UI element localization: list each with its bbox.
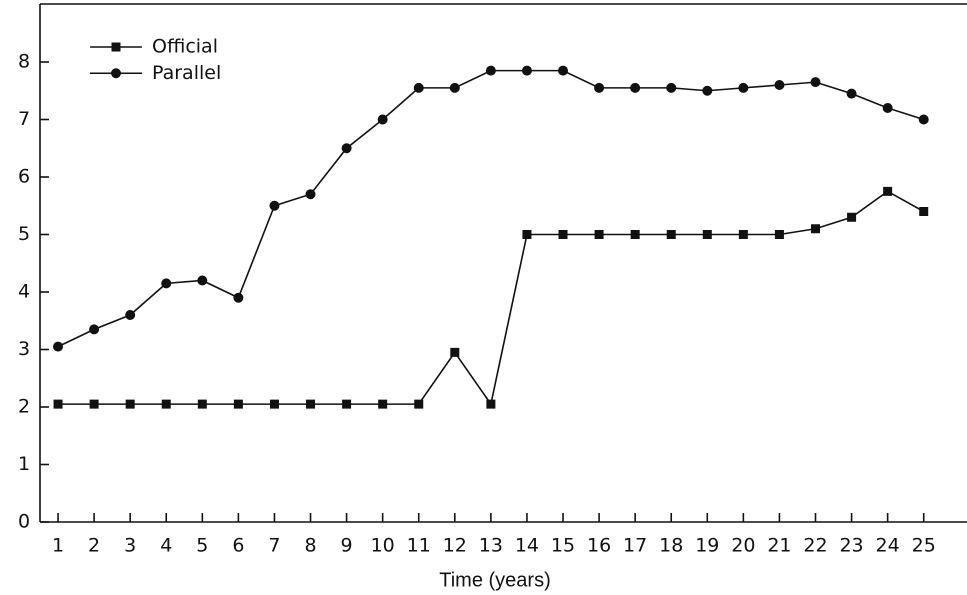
marker: [774, 230, 784, 239]
x-tick-label: 13: [479, 535, 503, 557]
marker: [125, 399, 135, 409]
marker: [702, 85, 713, 96]
x-tick-label: 24: [876, 535, 900, 557]
marker: [486, 399, 496, 409]
marker: [883, 186, 893, 196]
x-tick-label: 8: [304, 535, 316, 557]
series-line: [58, 190, 925, 407]
x-tick-label: 9: [341, 535, 353, 557]
x-tick-label: 23: [839, 535, 863, 557]
marker: [485, 65, 496, 76]
y-tick-label: 4: [18, 281, 30, 303]
marker: [630, 82, 641, 93]
marker: [522, 230, 532, 239]
x-tick-label: 18: [659, 535, 683, 557]
x-tick-label: 4: [160, 535, 172, 557]
x-tick-label: 19: [695, 535, 719, 557]
marker: [846, 88, 857, 99]
marker: [53, 341, 64, 352]
marker: [305, 189, 316, 200]
marker: [414, 399, 424, 409]
marker: [111, 42, 121, 52]
y-tick-label: 8: [18, 51, 30, 73]
x-tick-label: 15: [551, 535, 575, 557]
x-axis-label: Time (years): [439, 569, 550, 591]
x-tick-label: 10: [371, 535, 395, 557]
x-tick-label: 11: [407, 535, 431, 557]
marker: [161, 278, 172, 289]
marker: [413, 82, 424, 93]
marker: [594, 82, 605, 93]
marker: [558, 230, 568, 239]
marker: [774, 80, 785, 90]
marker: [521, 65, 532, 76]
x-tick-label: 22: [803, 535, 827, 557]
marker: [125, 310, 136, 320]
marker: [449, 82, 460, 93]
marker: [702, 230, 712, 239]
marker: [378, 399, 388, 409]
marker: [89, 324, 100, 335]
x-tick-label: 25: [912, 535, 936, 557]
legend-label: Parallel: [152, 62, 221, 84]
marker: [341, 143, 352, 154]
marker: [89, 399, 99, 409]
marker: [342, 399, 352, 409]
y-tick-label: 5: [18, 223, 30, 245]
x-tick-label: 3: [124, 535, 136, 557]
marker: [918, 114, 929, 125]
marker: [594, 230, 604, 239]
marker: [738, 82, 749, 93]
x-tick-label: 2: [88, 535, 100, 557]
marker: [161, 399, 171, 409]
marker: [197, 275, 208, 286]
x-tick-label: 7: [268, 535, 280, 557]
y-tick-label: 2: [18, 396, 30, 418]
marker: [377, 114, 388, 125]
marker: [233, 292, 244, 303]
marker: [919, 207, 929, 216]
y-tick-label: 6: [18, 166, 30, 188]
x-tick-label: 6: [232, 535, 244, 557]
x-tick-label: 16: [587, 535, 611, 557]
x-tick-label: 20: [731, 535, 755, 557]
series-line: [57, 69, 924, 348]
marker: [630, 230, 640, 239]
x-tick-label: 14: [515, 535, 539, 557]
marker: [269, 399, 279, 409]
marker: [811, 224, 821, 234]
marker: [558, 65, 569, 76]
marker: [738, 230, 748, 239]
marker: [269, 200, 280, 211]
x-tick-label: 5: [196, 535, 208, 557]
legend-label: Official: [152, 36, 218, 58]
marker: [882, 103, 893, 113]
marker: [450, 347, 460, 357]
x-tick-label: 21: [767, 535, 791, 557]
marker: [197, 399, 207, 409]
marker: [847, 212, 857, 222]
marker: [233, 399, 243, 409]
marker: [306, 399, 316, 409]
x-tick-label: 12: [443, 535, 467, 557]
y-tick-label: 1: [18, 453, 30, 475]
marker: [810, 77, 821, 88]
marker: [666, 230, 676, 239]
y-tick-label: 3: [18, 338, 30, 360]
x-tick-label: 1: [52, 535, 64, 557]
marker: [53, 399, 63, 409]
marker: [666, 82, 677, 93]
y-tick-label: 7: [18, 108, 30, 130]
marker: [111, 68, 121, 79]
x-tick-label: 17: [623, 535, 647, 557]
y-tick-label: 0: [18, 511, 30, 533]
